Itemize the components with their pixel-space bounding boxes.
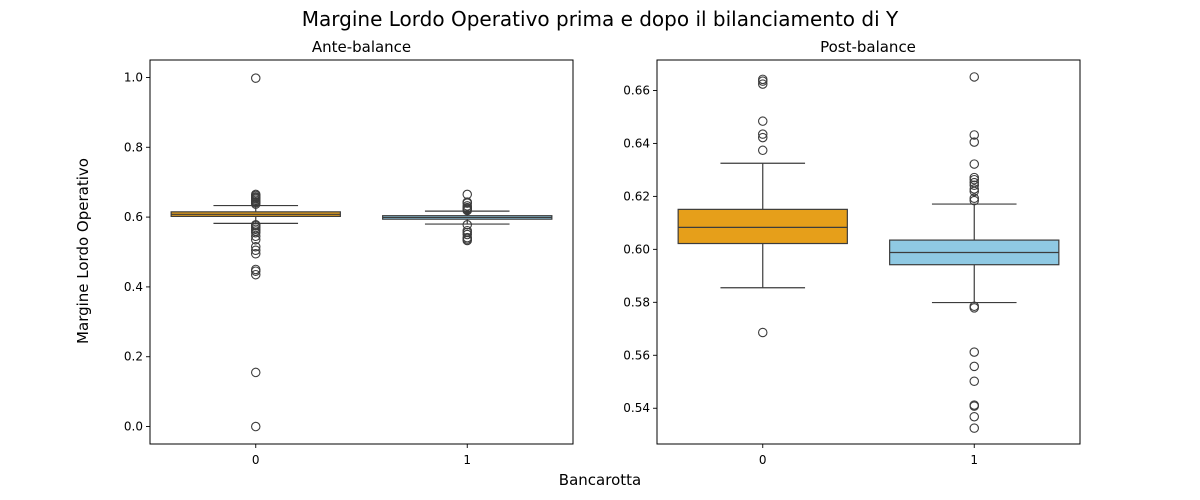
- y-tick-label: 0.58: [623, 295, 650, 309]
- y-tick-label: 0.8: [124, 140, 143, 154]
- y-tick-label: 0.56: [623, 348, 650, 362]
- outlier-point: [969, 423, 979, 433]
- outlier-point: [251, 189, 261, 200]
- outlier-point: [969, 301, 979, 312]
- y-tick-label: 0.62: [623, 189, 650, 203]
- plot-frame: [656, 59, 1081, 445]
- outlier-point: [969, 376, 979, 386]
- outlier-point: [757, 145, 768, 156]
- outlier-point: [969, 195, 979, 206]
- outlier-point: [757, 327, 768, 338]
- outlier-point: [969, 159, 979, 169]
- outlier-point: [462, 197, 472, 207]
- outlier-point: [251, 421, 261, 432]
- y-tick-label: 0.60: [623, 242, 650, 256]
- outlier-point: [757, 79, 768, 89]
- outlier-point: [757, 116, 768, 126]
- outlier-point: [462, 189, 472, 200]
- outlier-point: [462, 225, 472, 236]
- outlier-point: [251, 269, 261, 280]
- outlier-point: [251, 220, 261, 230]
- outlier-point: [251, 245, 261, 256]
- outlier-point: [251, 73, 261, 83]
- outlier-point: [969, 184, 979, 194]
- outlier-point: [251, 248, 261, 259]
- y-tick-label: 0.6: [124, 210, 143, 224]
- y-tick-label: 0.54: [623, 401, 650, 415]
- y-tick-label: 0.4: [124, 280, 143, 294]
- outlier-point: [969, 347, 979, 357]
- outlier-point: [969, 177, 979, 188]
- outlier-point: [969, 137, 979, 147]
- outlier-point: [462, 201, 472, 211]
- y-tick-label: 0.0: [124, 420, 143, 434]
- outlier-point: [969, 361, 979, 372]
- subplot-title: Post-balance: [820, 38, 916, 56]
- x-tick-label: 1: [970, 453, 978, 467]
- outlier-point: [462, 232, 472, 243]
- outlier-point: [969, 130, 979, 140]
- outlier-point: [757, 129, 768, 139]
- box-body: [677, 208, 848, 245]
- figure-title: Margine Lordo Operativo prima e dopo il …: [302, 7, 899, 31]
- subplot-title: Ante-balance: [312, 38, 411, 56]
- outlier-point: [251, 264, 261, 275]
- outlier-point: [757, 132, 768, 143]
- y-tick-label: 0.2: [124, 350, 143, 364]
- figure-y-axis-label: Margine Lordo Operativo: [74, 158, 92, 344]
- outlier-point: [969, 72, 979, 82]
- outlier-point: [462, 220, 472, 230]
- outlier-point: [969, 180, 979, 191]
- x-tick-label: 1: [463, 453, 471, 467]
- outlier-point: [969, 400, 979, 410]
- y-tick-label: 1.0: [124, 70, 143, 84]
- y-tick-label: 0.66: [623, 83, 650, 97]
- outlier-point: [969, 172, 979, 183]
- x-tick-label: 0: [252, 453, 260, 467]
- outlier-point: [969, 193, 979, 203]
- outlier-point: [251, 242, 261, 252]
- subplot-post-balance: Post-balance 0.54 0.56 0.58 0.60 0.62 0.64 0.6…: [623, 38, 1081, 467]
- x-tick-label: 0: [759, 453, 767, 467]
- outlier-point: [251, 367, 261, 378]
- plot-frame: [149, 59, 574, 445]
- y-tick-label: 0.64: [623, 136, 650, 150]
- figure-x-axis-label: Bancarotta: [559, 471, 641, 489]
- outlier-point: [757, 74, 768, 85]
- subplot-ante-balance: Ante-balance 0.0 0.2 0.4 0.6 0.8 1.0 0 1: [124, 38, 574, 467]
- outlier-point: [969, 411, 979, 422]
